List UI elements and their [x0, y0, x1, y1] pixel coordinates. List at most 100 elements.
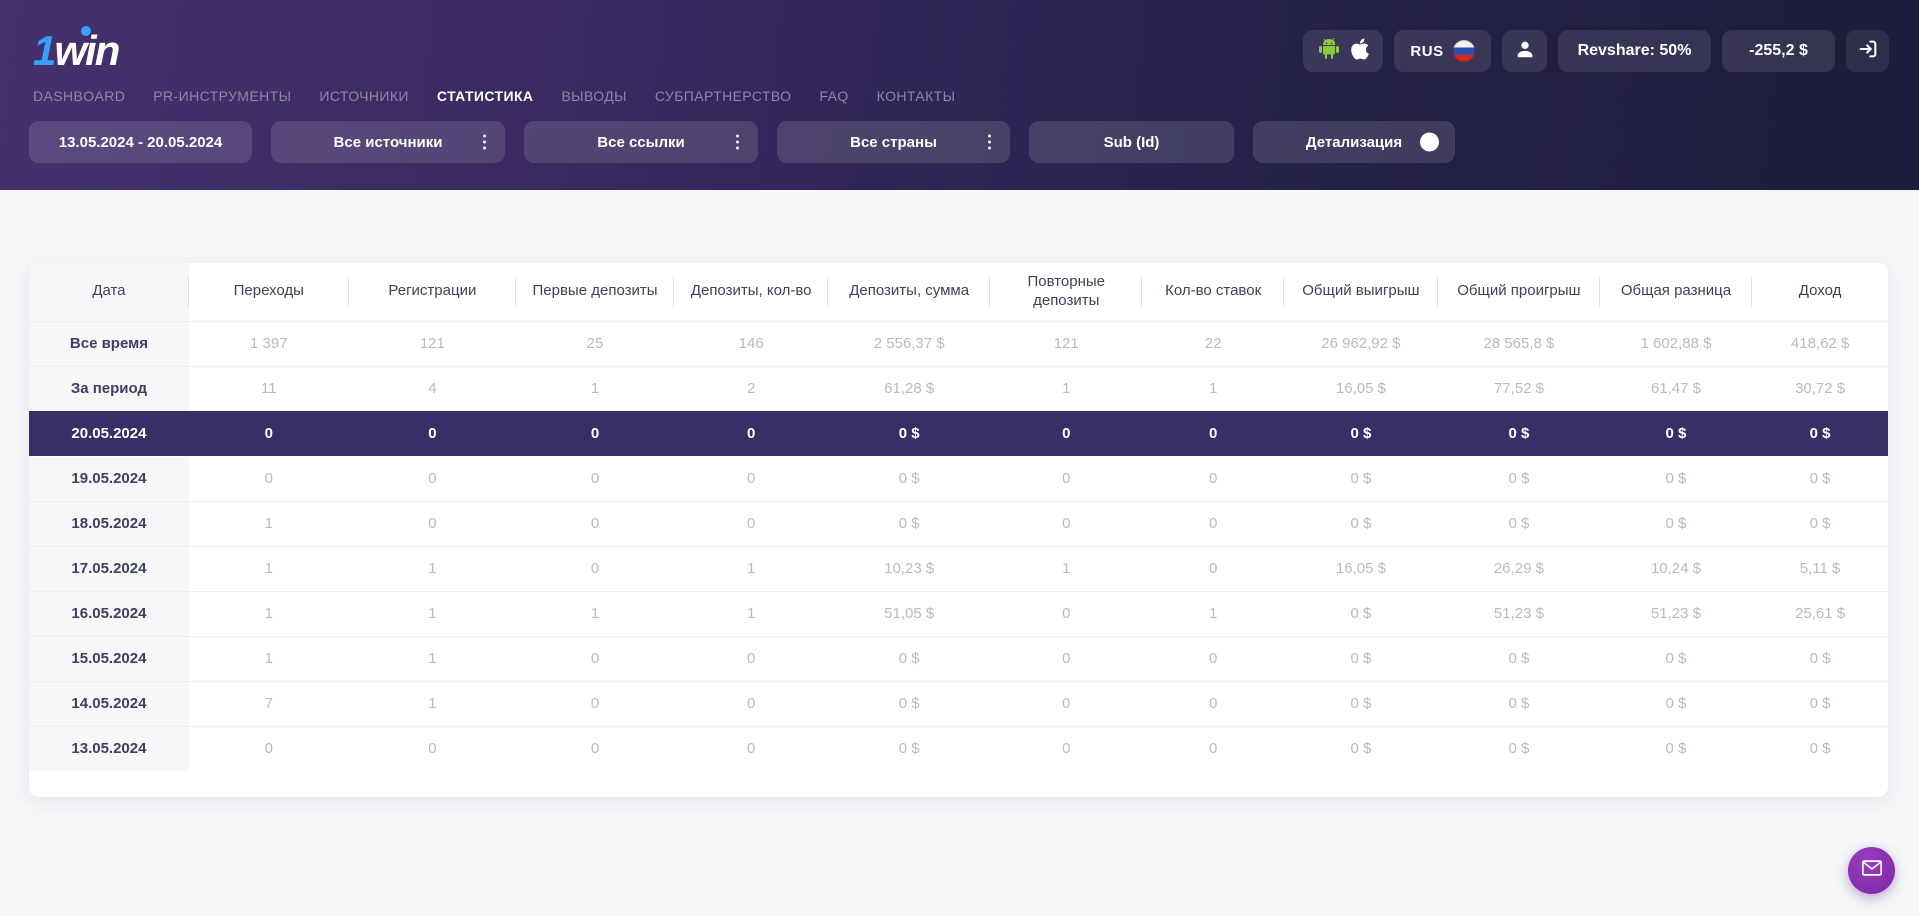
table-row-16-05-2024[interactable]: 16.05.2024 1 1 1 1 51,05 $0 1 0 $51,23 $51,23 $… — [29, 590, 1888, 636]
cell-7: 0 $ — [1283, 725, 1439, 771]
table-row-18-05-2024[interactable]: 18.05.2024 1 0 0 0 0 $0 0 0 $0 $0 $0 $ — [29, 500, 1888, 546]
profile-button[interactable] — [1502, 30, 1547, 72]
cell-7: 0 $ — [1283, 680, 1439, 726]
header-controls: RUS Revshare: 50% -255,2 $ — [1303, 30, 1889, 72]
cell-2: 0 — [516, 680, 675, 726]
brand-logo[interactable]: 1win — [33, 26, 120, 72]
cell-10: 5,11 $ — [1752, 545, 1888, 591]
cell-2: 0 — [516, 635, 675, 681]
cell-10: 0 $ — [1752, 455, 1888, 501]
cell-8: 77,52 $ — [1438, 365, 1600, 411]
row-label: 20.05.2024 — [29, 410, 189, 456]
nav-item-statistics[interactable]: СТАТИСТИКА — [436, 88, 534, 104]
cell-1: 1 — [348, 680, 517, 726]
cell-6: 22 — [1142, 320, 1284, 366]
language-selector[interactable]: RUS — [1394, 30, 1491, 72]
cell-8: 26,29 $ — [1438, 545, 1600, 591]
cell-2: 1 — [516, 590, 675, 636]
cell-0: 0 — [188, 455, 349, 501]
cell-4: 10,23 $ — [828, 545, 991, 591]
table-row-13-05-2024[interactable]: 13.05.2024 0 0 0 0 0 $0 0 0 $0 $0 $0 $ — [29, 725, 1888, 771]
cell-7: 0 $ — [1283, 590, 1439, 636]
table-body: Все время 1 397 121 25 146 2 556,37 $121 22 26 … — [29, 320, 1888, 771]
cell-0: 1 — [188, 635, 349, 681]
cell-7: 26 962,92 $ — [1283, 320, 1439, 366]
kebab-menu-icon — [736, 134, 739, 150]
table-row-за-период[interactable]: За период 11 4 1 2 61,28 $1 1 16,05 $77,52 $61,… — [29, 365, 1888, 411]
table-row-19-05-2024[interactable]: 19.05.2024 0 0 0 0 0 $0 0 0 $0 $0 $0 $ — [29, 455, 1888, 501]
nav-item-faq[interactable]: FAQ — [819, 88, 849, 104]
cell-9: 0 $ — [1599, 455, 1753, 501]
cell-2: 25 — [516, 320, 675, 366]
balance-button[interactable]: -255,2 $ — [1722, 30, 1835, 72]
table-row-все-время[interactable]: Все время 1 397 121 25 146 2 556,37 $121 22 26 … — [29, 320, 1888, 366]
cell-6: 0 — [1142, 545, 1284, 591]
cell-3: 1 — [674, 545, 829, 591]
date-range-button[interactable]: 13.05.2024 - 20.05.2024 — [29, 121, 252, 163]
nav-item-sources[interactable]: ИСТОЧНИКИ — [319, 88, 409, 104]
cell-5: 1 — [990, 545, 1143, 591]
cell-2: 0 — [516, 500, 675, 546]
column-header-11: Доход — [1752, 263, 1888, 321]
android-icon — [1317, 37, 1341, 66]
column-header-4: Депозиты, кол-во — [674, 263, 829, 321]
nav-item-dashboard[interactable]: DASHBOARD — [33, 88, 126, 104]
toggle-knob-icon[interactable] — [1420, 132, 1439, 152]
cell-10: 25,61 $ — [1752, 590, 1888, 636]
cell-1: 0 — [348, 725, 517, 771]
cell-7: 0 $ — [1283, 455, 1439, 501]
detail-toggle-button[interactable]: Детализация — [1253, 121, 1455, 163]
login-arrow-icon — [1857, 38, 1879, 65]
countries-label: Все страны — [850, 133, 937, 151]
nav-item-contacts[interactable]: КОНТАКТЫ — [876, 88, 956, 104]
sub-id-button[interactable]: Sub (Id) — [1029, 121, 1234, 163]
countries-dropdown[interactable]: Все страны — [777, 121, 1010, 163]
cell-0: 0 — [188, 410, 349, 456]
sub-id-label: Sub (Id) — [1103, 133, 1160, 151]
support-chat-button[interactable] — [1848, 847, 1895, 894]
sources-dropdown[interactable]: Все источники — [271, 121, 505, 163]
row-label: 18.05.2024 — [29, 500, 189, 546]
column-header-1: Переходы — [188, 263, 349, 321]
table-row-20-05-2024[interactable]: 20.05.2024 0 0 0 0 0 $0 0 0 $0 $0 $0 $ — [29, 410, 1888, 456]
cell-10: 0 $ — [1752, 725, 1888, 771]
cell-0: 1 — [188, 500, 349, 546]
nav-item-withdrawals[interactable]: ВЫВОДЫ — [561, 88, 627, 104]
column-header-0: Дата — [29, 263, 189, 321]
cell-1: 0 — [348, 410, 517, 456]
revshare-label: Revshare: 50% — [1577, 42, 1692, 59]
cell-0: 0 — [188, 725, 349, 771]
nav-item-subpartnership[interactable]: СУБПАРТНЕРСТВО — [654, 88, 792, 104]
cell-9: 61,47 $ — [1599, 365, 1753, 411]
table-row-17-05-2024[interactable]: 17.05.2024 1 1 0 1 10,23 $1 0 16,05 $26,29 $10,… — [29, 545, 1888, 591]
logo-dot-icon — [81, 26, 92, 36]
envelope-icon — [1861, 859, 1883, 882]
row-label: 19.05.2024 — [29, 455, 189, 501]
login-button[interactable] — [1846, 30, 1889, 72]
cell-9: 0 $ — [1599, 500, 1753, 546]
cell-4: 0 $ — [828, 455, 991, 501]
column-header-7: Кол-во ставок — [1142, 263, 1285, 321]
column-header-10: Общая разница — [1599, 263, 1753, 321]
cell-0: 7 — [188, 680, 349, 726]
table-row-15-05-2024[interactable]: 15.05.2024 1 1 0 0 0 $0 0 0 $0 $0 $0 $ — [29, 635, 1888, 681]
mobile-apps-button[interactable] — [1303, 30, 1383, 72]
column-header-8: Общий выигрыш — [1283, 263, 1439, 321]
table-row-14-05-2024[interactable]: 14.05.2024 7 1 0 0 0 $0 0 0 $0 $0 $0 $ — [29, 680, 1888, 726]
detail-toggle-label: Детализация — [1305, 133, 1403, 151]
cell-3: 2 — [674, 365, 829, 411]
cell-4: 0 $ — [828, 635, 991, 681]
cell-2: 1 — [516, 365, 675, 411]
cell-8: 0 $ — [1438, 410, 1600, 456]
cell-5: 0 — [990, 590, 1143, 636]
cell-4: 0 $ — [828, 680, 991, 726]
column-header-5: Депозиты, сумма — [828, 263, 991, 321]
links-dropdown[interactable]: Все ссылки — [524, 121, 758, 163]
cell-10: 0 $ — [1752, 680, 1888, 726]
nav-item-pr-tools[interactable]: PR-ИНСТРУМЕНТЫ — [153, 88, 292, 104]
row-label: 17.05.2024 — [29, 545, 189, 591]
column-header-6: Повторные депозиты — [990, 263, 1143, 321]
main-nav: DASHBOARD PR-ИНСТРУМЕНТЫ ИСТОЧНИКИ СТАТИСТИ… — [0, 74, 1919, 104]
revshare-button[interactable]: Revshare: 50% — [1558, 30, 1711, 72]
cell-6: 0 — [1142, 500, 1284, 546]
